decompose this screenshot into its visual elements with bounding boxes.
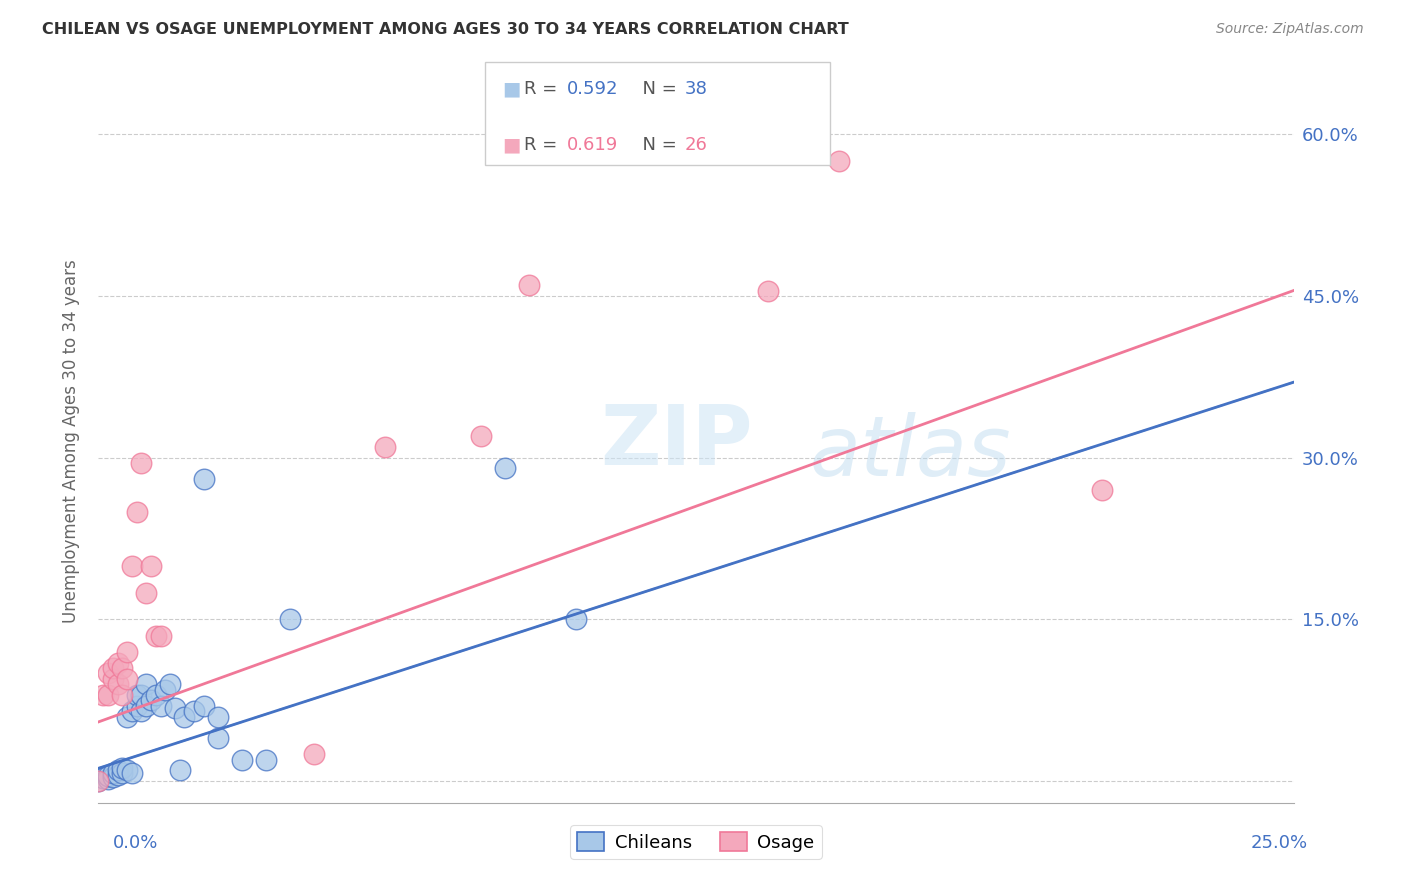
Point	[111, 661, 134, 675]
Point	[173, 709, 195, 723]
Point	[145, 629, 167, 643]
Point	[107, 764, 129, 778]
Point	[169, 764, 191, 778]
Legend: Chileans, Osage: Chileans, Osage	[571, 825, 821, 859]
Point	[278, 612, 301, 626]
Point	[111, 688, 134, 702]
Point	[107, 656, 129, 670]
Text: 25.0%: 25.0%	[1250, 834, 1308, 852]
Text: R =: R =	[524, 136, 564, 154]
Point	[121, 765, 143, 780]
Point	[87, 774, 110, 789]
Point	[494, 461, 516, 475]
Text: ZIP: ZIP	[600, 401, 752, 482]
Point	[1091, 483, 1114, 497]
Point	[159, 677, 181, 691]
Point	[207, 709, 229, 723]
Point	[101, 661, 124, 675]
Point	[101, 765, 124, 780]
Point	[163, 701, 186, 715]
Point	[91, 771, 114, 785]
Point	[131, 704, 153, 718]
Point	[145, 688, 167, 702]
Point	[97, 666, 120, 681]
Text: 38: 38	[685, 80, 707, 98]
Text: atlas: atlas	[810, 412, 1011, 493]
Point	[193, 472, 215, 486]
Point	[470, 429, 492, 443]
Point	[115, 709, 138, 723]
Point	[149, 629, 172, 643]
Y-axis label: Unemployment Among Ages 30 to 34 years: Unemployment Among Ages 30 to 34 years	[62, 260, 80, 624]
Text: 0.0%: 0.0%	[112, 834, 157, 852]
Point	[111, 761, 134, 775]
Point	[231, 753, 253, 767]
Text: 26: 26	[685, 136, 707, 154]
Point	[107, 768, 129, 782]
Point	[131, 456, 153, 470]
Point	[756, 284, 779, 298]
Point	[828, 154, 851, 169]
Point	[97, 772, 120, 786]
Text: R =: R =	[524, 80, 564, 98]
Point	[125, 688, 148, 702]
Point	[91, 688, 114, 702]
Text: Source: ZipAtlas.com: Source: ZipAtlas.com	[1216, 22, 1364, 37]
Point	[135, 698, 157, 713]
Point	[517, 278, 540, 293]
Text: CHILEAN VS OSAGE UNEMPLOYMENT AMONG AGES 30 TO 34 YEARS CORRELATION CHART: CHILEAN VS OSAGE UNEMPLOYMENT AMONG AGES…	[42, 22, 849, 37]
Point	[121, 558, 143, 573]
Point	[183, 704, 205, 718]
Point	[97, 769, 120, 783]
Point	[87, 774, 110, 789]
Text: N =: N =	[631, 136, 683, 154]
Point	[101, 672, 124, 686]
Point	[101, 770, 124, 784]
Point	[131, 688, 153, 702]
Point	[135, 677, 157, 691]
Point	[115, 764, 138, 778]
Point	[97, 688, 120, 702]
Point	[207, 731, 229, 745]
Text: N =: N =	[631, 80, 683, 98]
Point	[254, 753, 277, 767]
Text: ■: ■	[502, 79, 520, 99]
Point	[302, 747, 325, 762]
Point	[139, 693, 162, 707]
Point	[107, 677, 129, 691]
Point	[111, 765, 134, 780]
Text: 0.619: 0.619	[567, 136, 617, 154]
Text: 0.592: 0.592	[567, 80, 619, 98]
Point	[149, 698, 172, 713]
Point	[565, 612, 588, 626]
Point	[115, 645, 138, 659]
Point	[115, 672, 138, 686]
Point	[139, 558, 162, 573]
Text: ■: ■	[502, 136, 520, 155]
Point	[121, 704, 143, 718]
Point	[125, 505, 148, 519]
Point	[374, 440, 396, 454]
Point	[193, 698, 215, 713]
Point	[155, 682, 177, 697]
Point	[125, 698, 148, 713]
Point	[135, 585, 157, 599]
